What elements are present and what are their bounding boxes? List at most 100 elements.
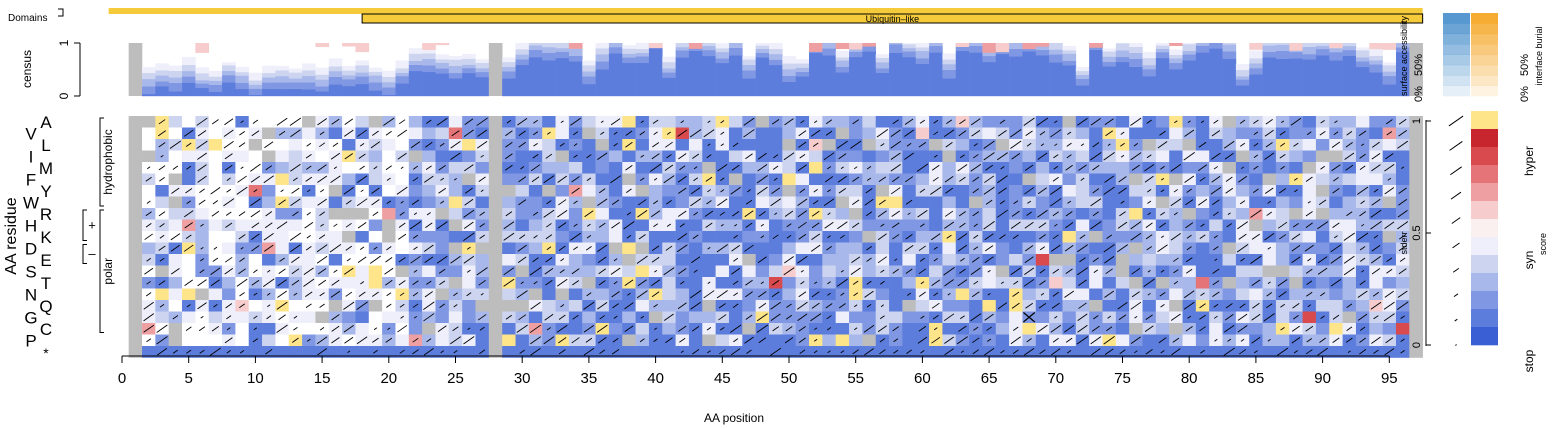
stderr-mark [1280, 303, 1285, 308]
stderr-mark [1361, 269, 1365, 273]
stderr-mark [1251, 233, 1260, 240]
stderr-mark [1200, 292, 1205, 297]
heatmap-cell [915, 196, 930, 209]
stderr-mark [1399, 234, 1407, 240]
stderr-mark [916, 163, 929, 172]
stderr-mark [1051, 244, 1061, 252]
stderr-mark [532, 211, 539, 216]
census-segment [795, 76, 810, 97]
census-segment [542, 52, 556, 61]
heatmap-cell [582, 196, 596, 209]
stderr-mark [1130, 117, 1142, 126]
heatmap-cell [288, 139, 303, 151]
census-segment [568, 55, 583, 62]
heatmap-cell [929, 139, 943, 151]
heatmap-cell [275, 231, 290, 243]
stderr-mark [476, 267, 488, 276]
stderr-mark [1331, 164, 1341, 172]
stderr-mark [1092, 142, 1100, 148]
heatmap-cell [488, 265, 503, 278]
stderr-mark [304, 221, 314, 229]
stderr-mark [770, 347, 782, 356]
stderr-mark [756, 186, 768, 195]
stderr-mark [412, 177, 419, 182]
heatmap-cell [662, 185, 676, 197]
stderr-mark [1401, 166, 1405, 169]
stderr-mark [1317, 267, 1328, 275]
stderr-mark [637, 279, 647, 287]
census-segment [768, 64, 783, 97]
heatmap-cell [742, 231, 756, 243]
stderr-mark [1173, 212, 1178, 216]
stderr-mark [770, 301, 781, 310]
stderr-mark [651, 256, 660, 263]
stderr-mark [877, 233, 887, 241]
heatmap-cell [568, 323, 583, 335]
stderr-mark [813, 350, 818, 354]
stderr-mark [719, 211, 725, 216]
heatmap-cell [355, 116, 370, 128]
stderr-mark [985, 199, 993, 205]
heatmap-cell [542, 300, 556, 312]
stderr-mark [211, 326, 220, 332]
heatmap-cell [448, 231, 463, 243]
stderr-mark [1024, 164, 1034, 171]
census-segment [1049, 54, 1063, 63]
stderr-mark [799, 154, 806, 159]
stderr-mark [156, 336, 168, 345]
heatmap-cell [1275, 242, 1290, 255]
stderr-mark [158, 280, 166, 286]
stderr-mark [1225, 303, 1233, 309]
stderr-mark [880, 280, 885, 285]
stderr-mark [1317, 347, 1328, 356]
stderr-mark [758, 302, 767, 309]
stderr-mark [1023, 117, 1035, 126]
heatmap-cell [1342, 196, 1357, 209]
stderr-mark [680, 120, 685, 124]
stderr-mark [1357, 290, 1368, 298]
x-ticklabel: 30 [514, 370, 531, 387]
stderr-mark [184, 279, 194, 286]
census-segment [742, 56, 756, 60]
stderr-legend-slash [1452, 267, 1460, 273]
census-segment [528, 45, 543, 51]
heatmap-cell [475, 334, 490, 347]
census-segment [302, 70, 316, 77]
heatmap-cell [1129, 208, 1143, 220]
heatmap-cell [328, 231, 343, 243]
heatmap-cell [622, 334, 636, 347]
stderr-mark [624, 279, 634, 287]
x-ticklabel: 35 [581, 370, 598, 387]
stderr-mark [503, 267, 515, 276]
heatmap-cell [995, 242, 1010, 255]
stderr-mark [239, 131, 245, 136]
census-segment [1249, 50, 1263, 59]
census-segment [382, 82, 396, 88]
stderr-mark [1157, 141, 1168, 149]
stderr-mark [331, 337, 340, 344]
census-segment [155, 70, 169, 76]
census-segment [1222, 43, 1237, 45]
stderr-mark [1186, 268, 1193, 274]
stderr-mark [225, 303, 233, 309]
stderr-mark [317, 198, 327, 206]
heatmap-cell [1115, 231, 1130, 243]
stderr-mark [185, 142, 192, 147]
heatmap-cell [408, 185, 423, 197]
stderr-mark [196, 140, 208, 149]
gradient-step [1443, 64, 1470, 76]
residue-label-E: E [40, 251, 51, 270]
heatmap-cell [1315, 231, 1330, 243]
census-segment [1155, 45, 1170, 49]
stderr-mark [810, 313, 822, 322]
stderr-mark [305, 176, 313, 182]
stderr-mark [1077, 117, 1088, 126]
census-segment [768, 43, 783, 49]
stderr-mark [907, 292, 912, 296]
heatmap-cell [902, 334, 917, 347]
census-segment [902, 44, 917, 49]
stderr-mark [1306, 131, 1312, 136]
stderr-mark [971, 129, 981, 137]
stderr-mark [890, 129, 901, 137]
heatmap-cell [995, 323, 1010, 335]
